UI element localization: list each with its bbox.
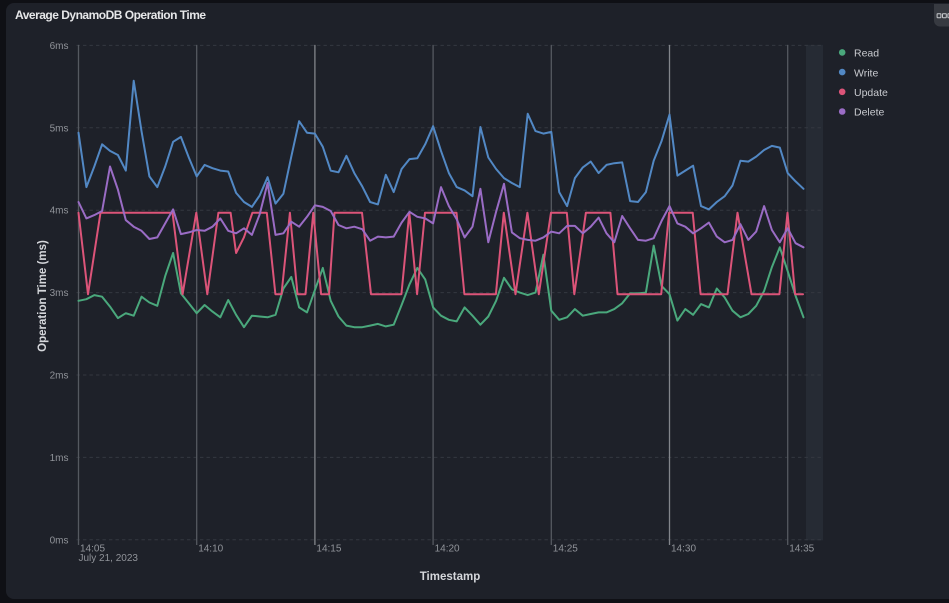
svg-text:14:15: 14:15 xyxy=(316,544,341,555)
svg-text:14:25: 14:25 xyxy=(553,544,578,555)
svg-text:14:10: 14:10 xyxy=(198,544,223,555)
svg-text:14:05: 14:05 xyxy=(80,544,105,555)
svg-text:Average DynamoDB Operation Tim: Average DynamoDB Operation Time xyxy=(15,8,206,22)
svg-text:14:35: 14:35 xyxy=(789,544,814,555)
svg-text:Write: Write xyxy=(854,67,878,79)
svg-text:Read: Read xyxy=(854,48,879,60)
svg-text:3ms: 3ms xyxy=(50,288,69,299)
svg-text:July 21, 2023: July 21, 2023 xyxy=(79,553,139,564)
svg-text:Timestamp: Timestamp xyxy=(420,571,481,583)
svg-text:4ms: 4ms xyxy=(50,206,69,217)
svg-text:0ms: 0ms xyxy=(50,535,69,546)
svg-text:14:30: 14:30 xyxy=(671,544,696,555)
svg-text:6ms: 6ms xyxy=(50,41,69,52)
svg-text:2ms: 2ms xyxy=(50,371,69,382)
svg-text:Update: Update xyxy=(854,87,888,99)
svg-text:Operation Time (ms): Operation Time (ms) xyxy=(37,240,49,352)
svg-text:Delete: Delete xyxy=(854,107,885,119)
svg-text:5ms: 5ms xyxy=(50,123,69,134)
svg-text:14:20: 14:20 xyxy=(435,544,460,555)
svg-text:1ms: 1ms xyxy=(50,453,69,464)
